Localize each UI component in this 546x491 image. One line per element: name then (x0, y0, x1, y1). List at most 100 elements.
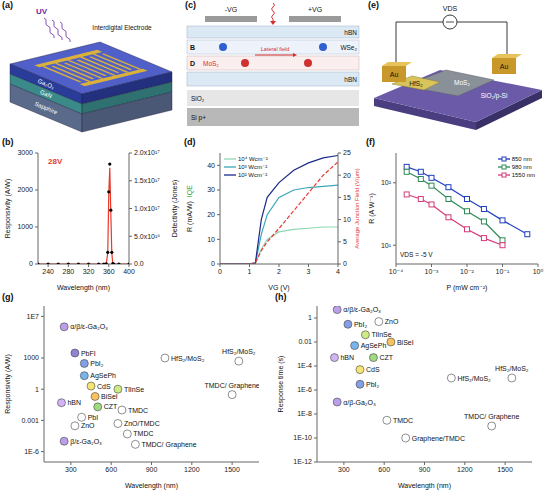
svg-text:VDS: VDS (443, 5, 458, 12)
svg-text:25: 25 (343, 149, 351, 156)
svg-text:TMDC/ Graphene: TMDC/ Graphene (205, 382, 260, 390)
svg-text:5.0x10¹⁶: 5.0x10¹⁶ (134, 233, 160, 240)
svg-text:AgSePh: AgSePh (90, 372, 116, 380)
svg-text:-VG: -VG (225, 6, 237, 13)
svg-text:MoS₂: MoS₂ (454, 79, 470, 86)
svg-text:10: 10 (343, 216, 351, 223)
svg-text:TMDC: TMDC (393, 417, 413, 424)
svg-text:320: 320 (83, 268, 95, 275)
svg-text:TMDC: TMDC (133, 430, 153, 437)
svg-text:AgSePh: AgSePh (361, 342, 387, 350)
svg-text:900: 900 (419, 466, 431, 473)
svg-text:PbI₂: PbI₂ (90, 360, 104, 367)
svg-text:300: 300 (338, 466, 350, 473)
svg-text:1E-10: 1E-10 (293, 434, 312, 441)
svg-text:UV: UV (36, 7, 48, 16)
svg-text:BiSeI: BiSeI (397, 339, 414, 346)
svg-text:Graphene/TMDC: Graphene/TMDC (412, 435, 465, 443)
svg-text:0: 0 (211, 260, 215, 267)
svg-text:Detectivity (Jones): Detectivity (Jones) (171, 180, 179, 238)
svg-text:hBN: hBN (344, 29, 357, 36)
svg-text:0: 0 (343, 260, 347, 267)
svg-text:Lateral field: Lateral field (261, 46, 289, 52)
svg-text:15: 15 (343, 194, 351, 201)
svg-text:1: 1 (35, 386, 39, 393)
svg-text:300: 300 (65, 466, 77, 473)
svg-text:TMDC/ Graphene: TMDC/ Graphene (141, 441, 196, 449)
svg-text:Sapphire: Sapphire (34, 101, 59, 116)
svg-text:0.01: 0.01 (298, 338, 312, 345)
svg-text:+VG: +VG (308, 6, 322, 13)
svg-text:1200: 1200 (184, 466, 200, 473)
svg-text:1E-6: 1E-6 (297, 386, 312, 393)
svg-text:Average Junction Field (V/μm): Average Junction Field (V/μm) (354, 168, 360, 249)
svg-text:HfS₂/MoS₂: HfS₂/MoS₂ (495, 365, 529, 372)
svg-text:Response time (s): Response time (s) (277, 356, 285, 413)
svg-text:0.0: 0.0 (134, 260, 144, 267)
svg-text:ZnO/TMDC: ZnO/TMDC (124, 420, 160, 427)
svg-text:CZT: CZT (104, 403, 118, 410)
svg-text:HfS₂: HfS₂ (409, 80, 423, 87)
svg-text:α/β-Ga₂O₃: α/β-Ga₂O₃ (343, 399, 376, 407)
svg-text:Au: Au (390, 71, 399, 78)
svg-text:40: 40 (207, 162, 215, 169)
svg-text:Wavelength (nm): Wavelength (nm) (398, 482, 451, 490)
svg-text:10⁻³: 10⁻³ (425, 268, 439, 275)
svg-text:SiO₂: SiO₂ (191, 95, 205, 102)
svg-text:PbI: PbI (88, 414, 99, 421)
svg-text:TMDC: TMDC (128, 407, 148, 414)
svg-text:Interdigital Electrode: Interdigital Electrode (92, 24, 152, 32)
svg-text:10⁰: 10⁰ (533, 268, 544, 275)
svg-text:3: 3 (307, 268, 311, 275)
svg-text:1E7: 1E7 (27, 313, 40, 320)
svg-text:TMDC/ Graphene: TMDC/ Graphene (464, 413, 519, 421)
svg-text:600: 600 (378, 466, 390, 473)
svg-text:30: 30 (207, 186, 215, 193)
svg-text:Wavelength (nm): Wavelength (nm) (57, 284, 110, 292)
svg-text:CdS: CdS (366, 366, 380, 373)
svg-text:HfS₂/MoS₂: HfS₂/MoS₂ (171, 355, 205, 362)
svg-text:10: 10 (207, 236, 215, 243)
svg-text:20: 20 (207, 211, 215, 218)
svg-text:Wavelength (nm): Wavelength (nm) (125, 482, 178, 490)
svg-text:ZnO: ZnO (385, 318, 399, 325)
svg-text:400: 400 (123, 268, 135, 275)
svg-text:PbI₂: PbI₂ (366, 381, 380, 388)
svg-text:R (mA/W)IQE: R (mA/W)IQE (186, 185, 194, 232)
svg-text:SiO₂/p-Si: SiO₂/p-Si (481, 92, 508, 100)
svg-text:BiSeI: BiSeI (101, 393, 118, 400)
svg-text:ZnO: ZnO (81, 422, 95, 429)
svg-text:10¹: 10¹ (381, 242, 392, 249)
svg-text:2000: 2000 (17, 186, 33, 193)
svg-text:P (mW cm⁻²): P (mW cm⁻²) (447, 284, 488, 292)
svg-text:2.0x10¹⁷: 2.0x10¹⁷ (134, 149, 160, 156)
svg-text:HfS₂/MoS₂: HfS₂/MoS₂ (222, 348, 256, 355)
svg-text:1.0x10¹⁷: 1.0x10¹⁷ (134, 205, 160, 212)
svg-text:10⁻¹: 10⁻¹ (496, 268, 510, 275)
svg-text:MoS₂: MoS₂ (203, 60, 219, 67)
svg-text:CdS: CdS (97, 383, 111, 390)
svg-text:360: 360 (103, 268, 115, 275)
svg-text:1.5x10¹⁷: 1.5x10¹⁷ (134, 177, 160, 184)
svg-text:10²: 10² (381, 179, 392, 186)
svg-text:HfS₂/MoS₂: HfS₂/MoS₂ (457, 375, 491, 382)
svg-text:WSe₂: WSe₂ (340, 44, 357, 51)
svg-text:TlInSe: TlInSe (124, 386, 144, 393)
svg-text:α/β/ε-Ga₂O₃: α/β/ε-Ga₂O₃ (70, 323, 108, 331)
svg-text:hBN: hBN (67, 399, 81, 406)
svg-text:Si p+: Si p+ (191, 114, 206, 122)
svg-text:hBN: hBN (344, 76, 357, 83)
svg-text:TlInSe: TlInSe (371, 331, 391, 338)
svg-text:4: 4 (336, 268, 340, 275)
svg-text:hBN: hBN (340, 354, 354, 361)
svg-text:5: 5 (343, 238, 347, 245)
svg-text:1500: 1500 (224, 466, 240, 473)
svg-text:1000: 1000 (17, 223, 33, 230)
svg-text:3000: 3000 (17, 149, 33, 156)
svg-text:1000: 1000 (23, 354, 39, 361)
svg-text:10⁻²: 10⁻² (460, 268, 474, 275)
svg-text:Au: Au (500, 63, 509, 70)
svg-text:Responsivity (A/W): Responsivity (A/W) (4, 354, 12, 414)
svg-text:B: B (190, 44, 195, 51)
svg-text:VG (V): VG (V) (268, 284, 289, 292)
